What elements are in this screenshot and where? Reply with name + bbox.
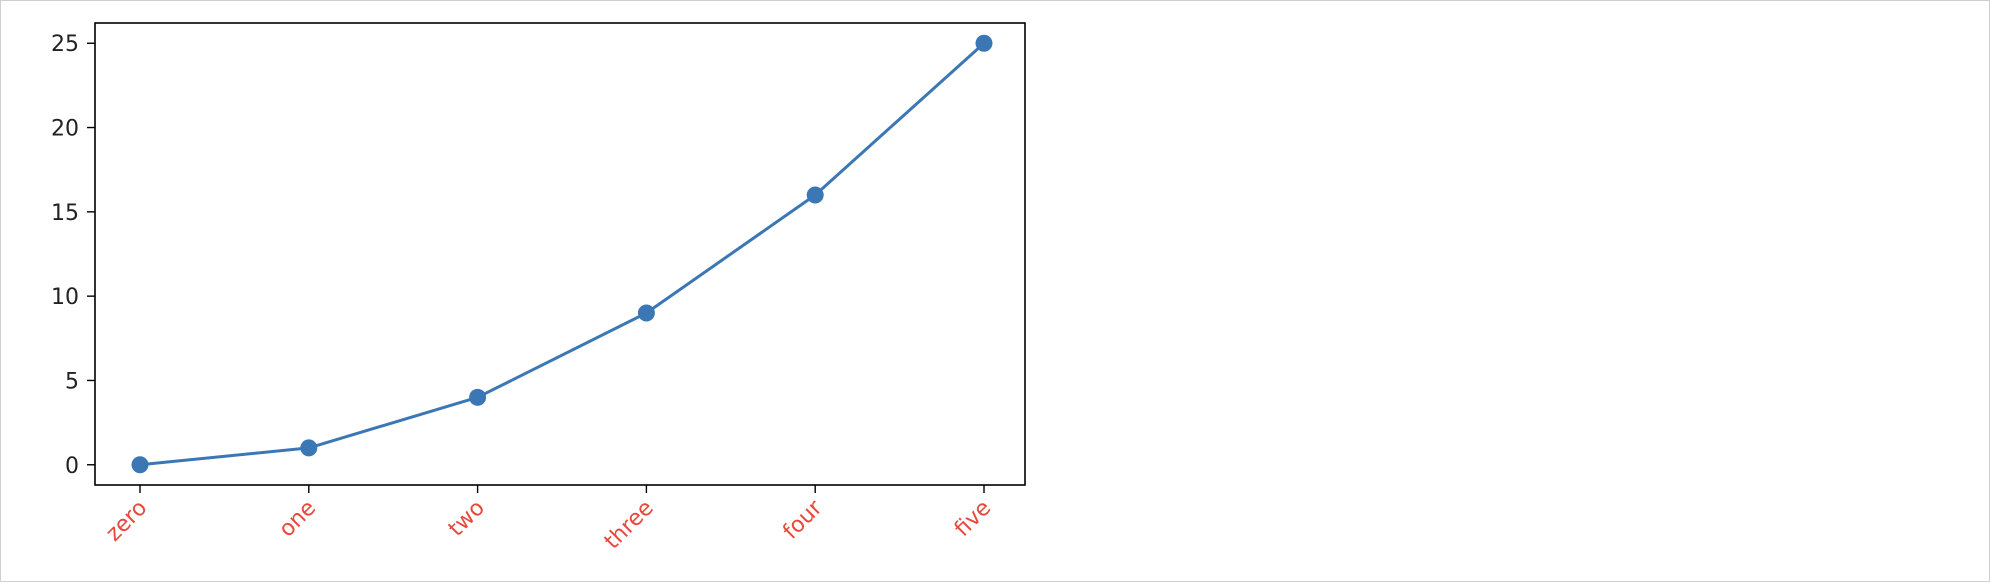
y-tick-label: 0 bbox=[65, 454, 79, 479]
y-tick-label: 10 bbox=[51, 285, 79, 310]
data-point bbox=[300, 439, 318, 457]
data-point bbox=[806, 186, 824, 204]
series-line bbox=[139, 42, 986, 467]
data-point bbox=[131, 456, 149, 474]
plot-area bbox=[94, 22, 1026, 486]
y-tick-label: 20 bbox=[51, 117, 79, 142]
y-tick-label: 5 bbox=[65, 369, 79, 394]
data-point bbox=[469, 388, 487, 406]
y-tick-label: 25 bbox=[51, 32, 79, 57]
y-tick-label: 15 bbox=[51, 201, 79, 226]
y-axis: 0 5 10 15 20 25 bbox=[51, 32, 95, 479]
data-point bbox=[637, 304, 655, 322]
data-point bbox=[975, 34, 993, 52]
series-group bbox=[131, 34, 993, 474]
